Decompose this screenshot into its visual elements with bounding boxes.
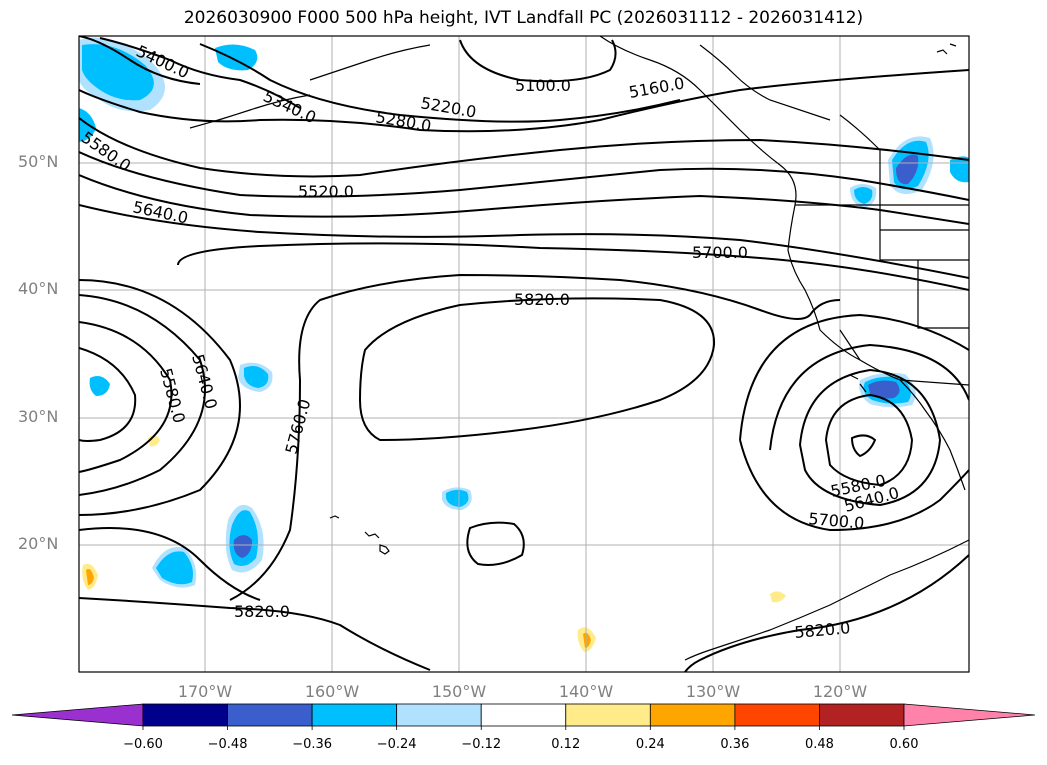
colorbar-swatch xyxy=(819,703,905,727)
contour-label: 5100.0 xyxy=(515,76,571,95)
lat-label: 30°N xyxy=(18,407,59,426)
contour-label: 5820.0 xyxy=(234,602,290,621)
contour-label: 5700.0 xyxy=(808,509,865,533)
colorbar-tick-label: −0.24 xyxy=(376,737,417,752)
colorbar-tick-label: −0.12 xyxy=(461,737,502,752)
colorbar-swatch xyxy=(311,703,398,727)
colorbar-tick-label: 0.60 xyxy=(889,737,919,752)
lon-label: 160°W xyxy=(304,682,360,701)
colorbar-swatch xyxy=(565,703,651,727)
colorbar-tick-label: 0.24 xyxy=(635,737,665,752)
colorbar-tick-label: −0.36 xyxy=(292,737,333,752)
contour-label: 5700.0 xyxy=(692,243,748,262)
colorbar xyxy=(11,703,1036,730)
contour-label: 5820.0 xyxy=(794,618,851,642)
height-contours xyxy=(79,36,969,672)
colorbar-swatch xyxy=(142,703,228,727)
colorbar-swatch xyxy=(227,703,313,727)
ivt-shading xyxy=(79,37,969,652)
colorbar-swatch xyxy=(649,703,736,727)
colorbar-tick-label: 0.12 xyxy=(551,737,581,752)
lon-label: 120°W xyxy=(812,682,868,701)
contour-label: 5820.0 xyxy=(514,290,570,309)
lat-label: 40°N xyxy=(18,279,59,298)
colorbar-swatch xyxy=(396,703,482,727)
map-title: 2026030900 F000 500 hPa height, IVT Land… xyxy=(183,8,864,28)
map-frame xyxy=(78,35,970,673)
lon-label: 130°W xyxy=(685,682,741,701)
lon-label: 170°W xyxy=(177,682,233,701)
lon-label: 140°W xyxy=(558,682,614,701)
lon-label: 150°W xyxy=(431,682,487,701)
contour-label: 5520.0 xyxy=(298,182,354,201)
colorbar-extend-high xyxy=(903,703,1036,727)
coastlines xyxy=(189,36,969,661)
lat-label: 20°N xyxy=(18,534,59,553)
colorbar-extend-low xyxy=(11,703,144,727)
colorbar-tick-label: −0.60 xyxy=(123,737,163,752)
colorbar-tick-label: 0.48 xyxy=(804,737,834,752)
colorbar-swatch xyxy=(480,703,567,727)
colorbar-swatch xyxy=(734,703,820,727)
colorbar-tick-label: −0.48 xyxy=(207,737,248,752)
colorbar-tick-label: 0.36 xyxy=(720,737,750,752)
lat-label: 50°N xyxy=(18,152,59,171)
